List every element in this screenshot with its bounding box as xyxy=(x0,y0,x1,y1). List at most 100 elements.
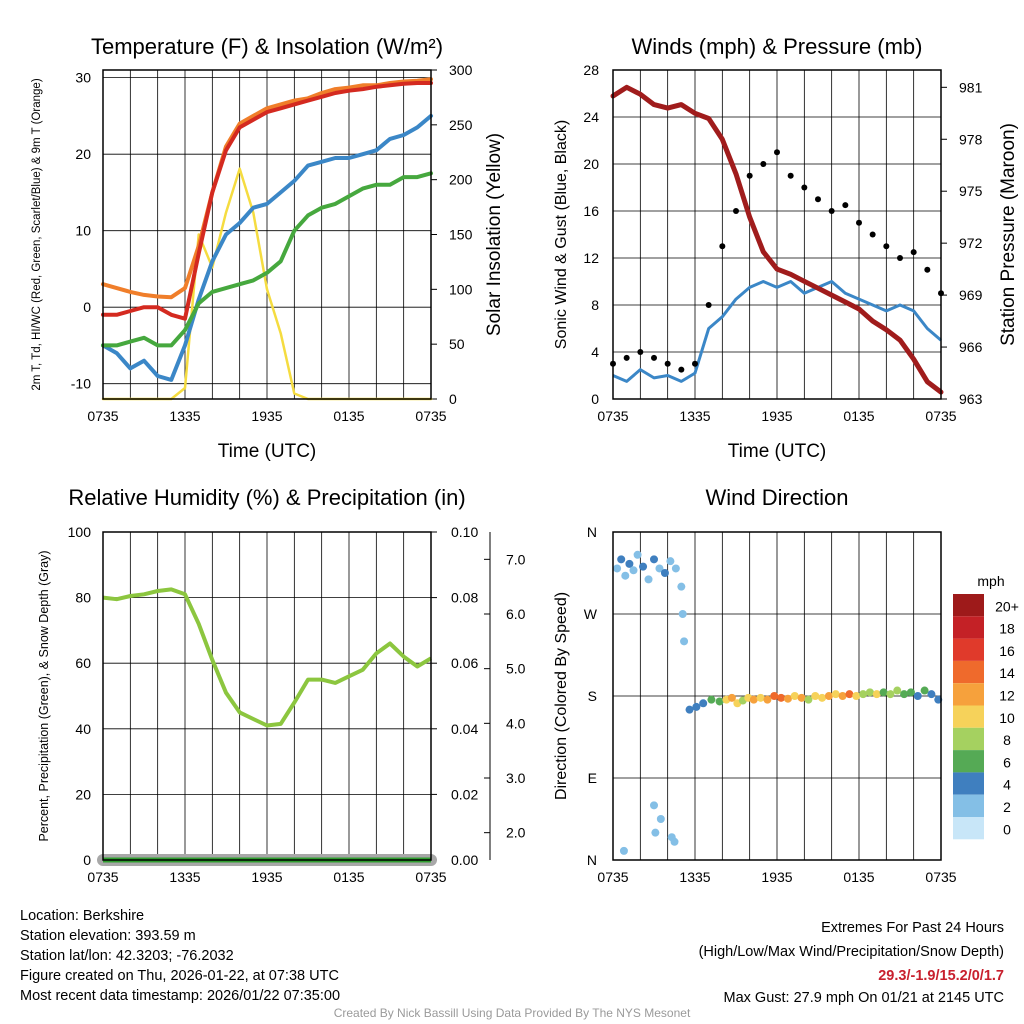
colorbar-swatch xyxy=(953,594,984,617)
y-axis-label: Direction (Colored By Speed) xyxy=(553,592,570,800)
extremes-subtitle: (High/Low/Max Wind/Precipitation/Snow De… xyxy=(698,944,1004,960)
y-tick-label: 60 xyxy=(75,655,91,671)
y2-tick-label: 300 xyxy=(449,62,473,78)
gust-point xyxy=(664,360,671,367)
x-tick-label: 0735 xyxy=(597,869,628,885)
direction-point xyxy=(831,690,840,699)
direction-point xyxy=(639,562,648,571)
y2-tick-label: 978 xyxy=(959,131,983,147)
colorbar: mph 20+ 18 16 14 12 10 8 6 4 2 0 xyxy=(953,573,1019,840)
colorbar-swatch xyxy=(953,794,984,817)
y-tick-label: 30 xyxy=(75,70,91,86)
direction-point xyxy=(699,699,708,708)
x-tick-label: 0735 xyxy=(925,408,956,424)
y2-tick-label: 0.08 xyxy=(451,590,478,606)
y-tick-label: 4 xyxy=(591,344,599,360)
gust-point xyxy=(651,354,657,361)
y2-tick-label: 250 xyxy=(449,117,473,133)
direction-point xyxy=(811,692,820,700)
colorbar-swatch xyxy=(953,772,984,795)
extremes-values: 29.3/-1.9/15.2/0/1.7 xyxy=(878,968,1004,984)
direction-point xyxy=(818,693,827,702)
y-tick-label: 40 xyxy=(75,721,91,737)
direction-point xyxy=(666,557,675,566)
y3-tick-label: 5.0 xyxy=(506,661,526,677)
direction-point xyxy=(670,837,679,846)
direction-point xyxy=(763,695,772,704)
colorbar-title: mph xyxy=(977,573,1004,589)
colorbar-label: 8 xyxy=(1003,732,1011,748)
y-tick-label: -10 xyxy=(71,376,91,392)
elevation-text: Station elevation: 393.59 m xyxy=(20,928,196,944)
y-tick-label: 80 xyxy=(75,590,91,606)
y-tick-label: 28 xyxy=(583,62,599,78)
gust-point xyxy=(623,354,630,361)
colorbar-label: 0 xyxy=(1003,821,1011,837)
y3-tick-label: 4.0 xyxy=(506,715,526,731)
direction-point xyxy=(685,705,694,714)
y2-tick-label: 200 xyxy=(449,172,473,188)
y2-tick-label: 0.06 xyxy=(451,655,478,671)
colorbar-swatch xyxy=(953,817,984,840)
series-hi-wc xyxy=(101,113,433,382)
direction-point xyxy=(927,690,936,699)
x-tick-label: 1335 xyxy=(169,408,200,424)
direction-point xyxy=(656,815,665,823)
y2-tick-label: 0.04 xyxy=(451,721,478,737)
y2-axis-label: Solar Insolation (Yellow) xyxy=(484,133,505,336)
y2-tick-label: 100 xyxy=(449,281,473,297)
y-tick-label: 24 xyxy=(583,109,599,125)
direction-point xyxy=(756,693,765,702)
y2-tick-label: 969 xyxy=(959,287,983,303)
colorbar-label: 16 xyxy=(999,643,1015,659)
x-tick-label: 0735 xyxy=(597,408,628,424)
y-axis-label: Sonic Wind & Gust (Blue, Black) xyxy=(553,120,570,349)
x-axis-label: Time (UTC) xyxy=(728,441,827,462)
gust-point xyxy=(733,208,739,214)
panel-3: Relative Humidity (%) & Precipitation (i… xyxy=(37,485,526,885)
gust-point xyxy=(842,202,849,209)
direction-point xyxy=(749,695,758,704)
x-tick-label: 0735 xyxy=(87,869,118,885)
colorbar-label: 18 xyxy=(999,621,1015,637)
x-tick-label: 0135 xyxy=(843,869,874,885)
plot-frame xyxy=(612,69,942,400)
direction-point xyxy=(655,564,664,573)
direction-point xyxy=(783,694,792,703)
panel-1: Temperature (F) & Insolation (W/m²) 0735 1… xyxy=(31,34,505,462)
direction-point xyxy=(900,690,909,699)
colorbar-swatch xyxy=(953,616,984,639)
colorbar-label: 2 xyxy=(1003,799,1011,815)
x-axis-label: Time (UTC) xyxy=(218,441,317,462)
x-tick-label: 0135 xyxy=(333,869,364,885)
y-tick-label: 12 xyxy=(583,250,599,266)
y3-tick-label: 2.0 xyxy=(506,825,526,841)
direction-point xyxy=(633,550,642,559)
direction-point xyxy=(797,693,806,702)
colorbar-label: 14 xyxy=(999,665,1015,681)
direction-point xyxy=(650,801,658,810)
y-axis-label: Percent, Precipitation (Green), & Snow D… xyxy=(37,550,51,841)
y-tick-label: 8 xyxy=(591,297,599,313)
y2-tick-label: 50 xyxy=(449,336,465,352)
direction-point xyxy=(651,828,660,837)
gust-point xyxy=(787,172,794,179)
meteogram: Temperature (F) & Insolation (W/m²) 0735 1… xyxy=(31,34,1019,885)
y-tick-label: 20 xyxy=(583,156,599,172)
direction-point xyxy=(715,697,724,706)
gust-point xyxy=(719,243,726,250)
direction-point xyxy=(644,575,653,584)
colorbar-swatch xyxy=(953,660,984,684)
colorbar-label: 20+ xyxy=(995,598,1019,614)
series-2m-t xyxy=(101,81,433,321)
y2-axis-label: Station Pressure (Maroon) xyxy=(998,123,1019,346)
series-sonic-wind xyxy=(612,280,942,383)
colorbar-swatch xyxy=(953,683,984,706)
gust-point xyxy=(924,266,931,273)
x-tick-label: 0735 xyxy=(415,869,446,885)
direction-point xyxy=(680,637,689,646)
colorbar-label: 10 xyxy=(999,710,1015,726)
colorbar-label: 4 xyxy=(1003,777,1011,793)
y3-tick-label: 7.0 xyxy=(506,551,526,567)
x-tick-label: 1335 xyxy=(679,869,710,885)
